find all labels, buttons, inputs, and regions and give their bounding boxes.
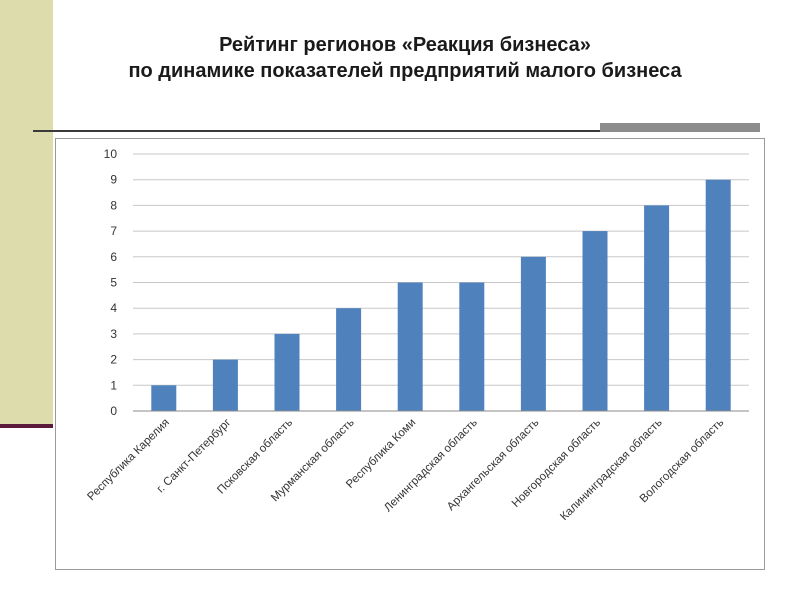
bar	[151, 385, 177, 411]
y-tick-label: 6	[110, 250, 117, 264]
bar	[582, 231, 608, 411]
slide-title-line-1: Рейтинг регионов «Реакция бизнеса»	[219, 34, 591, 56]
bar	[336, 308, 362, 411]
y-tick-label: 10	[104, 147, 118, 161]
bar	[274, 333, 300, 411]
slide-title: Рейтинг регионов «Реакция бизнеса» по ди…	[55, 32, 755, 84]
y-tick-label: 9	[110, 173, 117, 187]
y-tick-label: 2	[110, 353, 117, 367]
title-accent-bar	[600, 123, 760, 132]
side-decorative-band	[0, 0, 53, 424]
y-tick-label: 3	[110, 327, 117, 341]
bar	[397, 282, 423, 411]
chart-frame: 0 1 2 3 4 5 6 7 8 9 10 Республика Карелия г. Санкт-…	[55, 138, 765, 570]
bar	[705, 179, 731, 411]
y-axis-ticks: 0 1 2 3 4 5 6 7 8 9 10	[104, 147, 118, 418]
y-tick-label: 5	[110, 276, 117, 290]
y-tick-label: 1	[110, 378, 117, 392]
title-underline	[33, 130, 760, 132]
bar	[644, 205, 670, 411]
y-tick-label: 8	[110, 198, 117, 212]
y-tick-label: 0	[110, 404, 117, 418]
y-tick-label: 4	[110, 301, 117, 315]
y-tick-label: 7	[110, 224, 117, 238]
bar	[212, 359, 238, 411]
bar	[459, 282, 485, 411]
bar-layer	[151, 179, 731, 411]
side-decorative-rule	[0, 424, 53, 428]
bar	[520, 256, 546, 411]
x-tick-label: Калининградская область	[558, 417, 664, 523]
slide-title-line-2: по динамике показателей предприятий мало…	[128, 60, 682, 82]
